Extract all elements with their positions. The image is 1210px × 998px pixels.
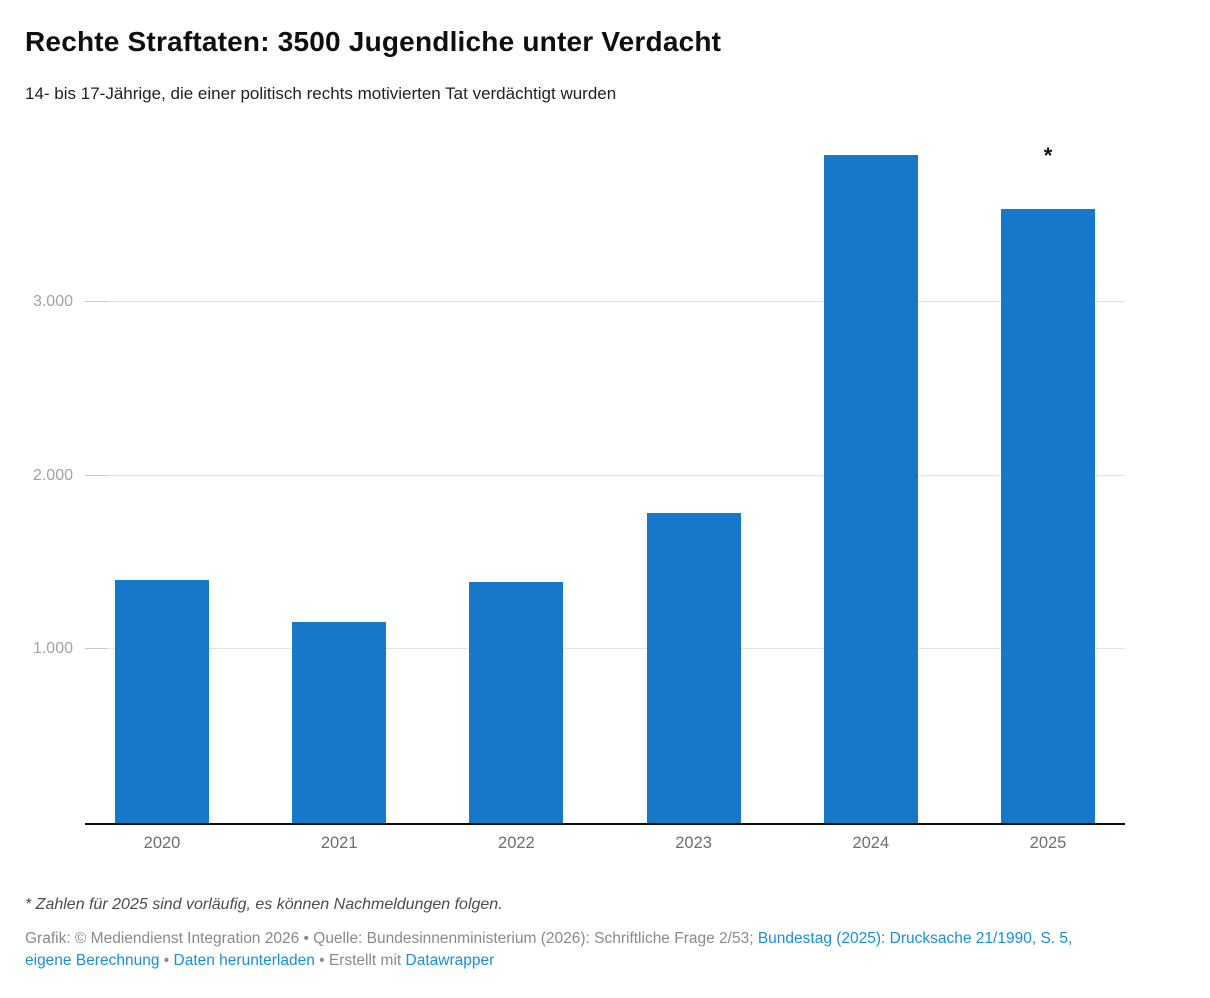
gridline	[85, 300, 1125, 302]
y-tick-label: 2.000	[32, 466, 73, 484]
x-tick-label-2025: 2025	[1029, 834, 1067, 852]
bar-2024	[823, 154, 918, 823]
plot-area: 1.000 2.000 3.000 2020 2021 2022 2023 2024 2025 *	[33, 128, 1125, 852]
y-tick-label: 1.000	[32, 640, 73, 658]
attribution-text: • Erstellt mit	[314, 951, 406, 969]
chart-title: Rechte Straftaten: 3500 Jugendliche unte…	[25, 26, 722, 57]
y-axis-tick	[85, 300, 107, 302]
footnote: * Zahlen für 2025 sind vorläufig, es kön…	[25, 896, 503, 913]
x-tick-label-2020: 2020	[143, 834, 181, 852]
attribution: Grafik: © Mediendienst Integration 2026 …	[25, 928, 1117, 971]
bar-2020	[115, 579, 209, 823]
bar-2025	[1001, 208, 1095, 823]
x-tick-label-2021: 2021	[320, 834, 358, 852]
daten-herunterladen-link[interactable]: Daten herunterladen	[173, 951, 315, 969]
x-tick-label-2022: 2022	[498, 834, 535, 852]
y-axis-tick	[85, 648, 107, 650]
bundestag-drucksache-link[interactable]: Bundestag (2025): Drucksache 21/1990, S.…	[25, 930, 1073, 969]
y-axis-tick	[85, 474, 107, 476]
bar-2022	[469, 581, 564, 823]
chart-subtitle: 14- bis 17-Jährige, die einer politisch …	[25, 84, 617, 103]
attribution-text: Grafik: © Mediendienst Integration 2026 …	[25, 930, 758, 947]
bar-2023	[646, 512, 741, 823]
datawrapper-link[interactable]: Datawrapper	[405, 951, 495, 969]
gridline	[85, 648, 1125, 650]
y-tick-label: 3.000	[32, 292, 73, 310]
gridline	[85, 474, 1125, 476]
provisional-asterisk: *	[1043, 142, 1053, 168]
bar-2021	[292, 622, 387, 823]
x-tick-label-2024: 2024	[852, 834, 890, 852]
attribution-separator: •	[159, 951, 174, 969]
x-tick-label-2023: 2023	[675, 834, 712, 852]
